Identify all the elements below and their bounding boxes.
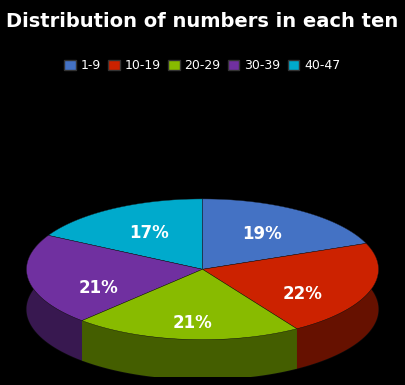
Polygon shape [82, 269, 202, 361]
Text: 19%: 19% [242, 225, 282, 243]
Polygon shape [297, 243, 379, 369]
Polygon shape [202, 199, 366, 283]
Polygon shape [26, 235, 82, 361]
Legend: 1-9, 10-19, 20-29, 30-39, 40-47: 1-9, 10-19, 20-29, 30-39, 40-47 [60, 54, 345, 77]
Polygon shape [48, 199, 202, 269]
Text: 22%: 22% [283, 285, 323, 303]
Polygon shape [202, 269, 297, 369]
Polygon shape [82, 321, 297, 380]
Text: 21%: 21% [173, 315, 213, 332]
Text: 17%: 17% [129, 224, 168, 242]
Polygon shape [202, 269, 297, 369]
Polygon shape [26, 235, 202, 321]
Text: Distribution of numbers in each ten: Distribution of numbers in each ten [6, 12, 399, 31]
Text: 21%: 21% [78, 279, 118, 297]
Polygon shape [26, 239, 379, 380]
Polygon shape [82, 269, 297, 340]
Polygon shape [202, 243, 379, 329]
Polygon shape [48, 199, 202, 275]
Polygon shape [202, 199, 366, 269]
Polygon shape [82, 269, 202, 361]
